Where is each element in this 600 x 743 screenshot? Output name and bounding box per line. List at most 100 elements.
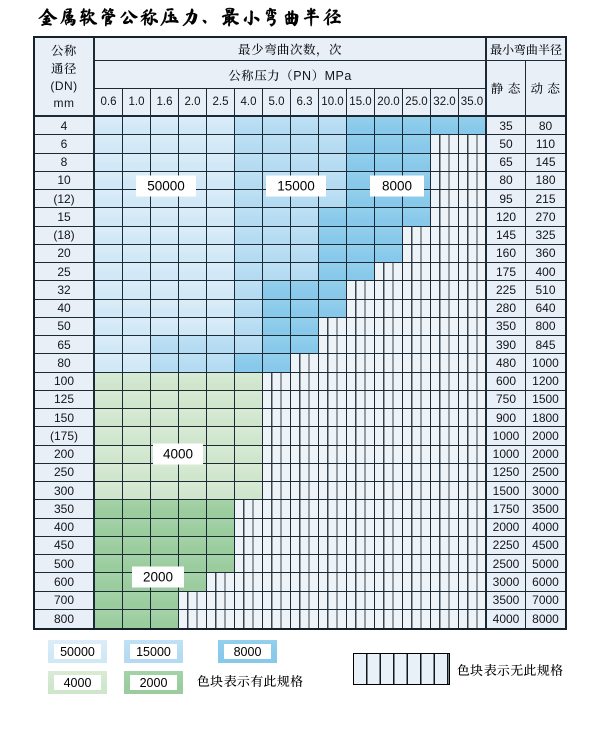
cycle-count-label: 8000 (370, 175, 424, 197)
spec-cell (263, 299, 291, 318)
spec-cell (179, 336, 207, 355)
spec-cell (459, 372, 487, 391)
spec-cell (179, 463, 207, 482)
static-radius-cell: 65 (487, 153, 526, 172)
spec-cell (263, 555, 291, 574)
static-radius-cell: 160 (487, 244, 526, 263)
spec-cell (375, 518, 403, 537)
spec-cell (151, 226, 179, 245)
static-radius-cell: 120 (487, 208, 526, 227)
page-title: 金属软管公称压力、最小弯曲半径 (38, 8, 343, 28)
spec-cell (375, 573, 403, 592)
spec-cell (263, 445, 291, 464)
spec-cell (347, 555, 375, 574)
spec-cell (151, 463, 179, 482)
spec-cell (319, 135, 347, 154)
dn-cell: (175) (35, 427, 95, 446)
dn-header-line: (DN) (50, 78, 78, 93)
spec-cell (95, 208, 123, 227)
spec-cell (319, 482, 347, 501)
spec-cell (263, 135, 291, 154)
spec-cell (403, 372, 431, 391)
spec-cell (235, 244, 263, 263)
static-radius-cell: 480 (487, 354, 526, 373)
spec-cell (95, 500, 123, 519)
spec-cell (291, 591, 319, 610)
spec-cell (263, 482, 291, 501)
spec-cell (95, 591, 123, 610)
spec-cell (459, 226, 487, 245)
spec-cell (235, 190, 263, 209)
dynamic-radius-cell: 3000 (526, 482, 565, 501)
spec-cell (207, 263, 235, 282)
dynamic-radius-cell: 5000 (526, 555, 565, 574)
spec-cell (431, 609, 459, 628)
spec-cell (347, 427, 375, 446)
spec-cell (235, 117, 263, 136)
spec-cell (431, 208, 459, 227)
spec-cell (347, 190, 375, 209)
spec-cell (459, 609, 487, 628)
spec-cell (235, 536, 263, 555)
spec-cell (347, 573, 375, 592)
spec-cell (235, 591, 263, 610)
spec-cell (123, 409, 151, 428)
spec-cell (431, 317, 459, 336)
spec-cell (403, 536, 431, 555)
spec-cell (95, 518, 123, 537)
spec-cell (347, 208, 375, 227)
spec-cell (347, 536, 375, 555)
spec-cell (207, 409, 235, 428)
spec-cell (459, 117, 487, 136)
spec-cell (291, 573, 319, 592)
spec-cell (235, 445, 263, 464)
spec-cell (431, 153, 459, 172)
spec-cell (263, 427, 291, 446)
static-radius-cell: 2500 (487, 555, 526, 574)
legend-swatch-15000: 15000 (124, 640, 183, 663)
pressure-col-header: 25.0 (403, 89, 431, 117)
spec-cell (179, 609, 207, 628)
spec-cell (347, 518, 375, 537)
spec-cell (235, 336, 263, 355)
spec-cell (431, 573, 459, 592)
spec-cell (319, 171, 347, 190)
spec-cell (95, 263, 123, 282)
spec-cell (263, 244, 291, 263)
spec-cell (151, 153, 179, 172)
spec-cell (403, 591, 431, 610)
spec-cell (95, 427, 123, 446)
spec-cell (95, 536, 123, 555)
spec-cell (123, 518, 151, 537)
spec-cell (179, 153, 207, 172)
spec-cell (123, 536, 151, 555)
spec-cell (319, 445, 347, 464)
hose-spec-table: 公称 通径 (DN) mm 最少弯曲次数，次 最小弯曲半径 公称压力（PN）MPa 静 态动 … (33, 36, 567, 630)
spec-cell (95, 153, 123, 172)
spec-cell (291, 135, 319, 154)
spec-cell (403, 135, 431, 154)
spec-cell (95, 390, 123, 409)
spec-cell (263, 153, 291, 172)
pressure-col-header: 1.6 (151, 89, 179, 117)
dynamic-radius-cell: 1500 (526, 390, 565, 409)
spec-cell (291, 536, 319, 555)
spec-cell (235, 226, 263, 245)
spec-cell (151, 336, 179, 355)
spec-cell (459, 482, 487, 501)
spec-cell (319, 153, 347, 172)
cycle-count-label: 15000 (266, 175, 326, 197)
spec-cell (151, 244, 179, 263)
spec-cell (207, 135, 235, 154)
spec-cell (207, 117, 235, 136)
spec-cell (263, 609, 291, 628)
spec-cell (347, 317, 375, 336)
spec-cell (123, 299, 151, 318)
static-radius-cell: 1250 (487, 463, 526, 482)
spec-cell (375, 463, 403, 482)
spec-cell (403, 445, 431, 464)
spec-cell (207, 354, 235, 373)
spec-cell (459, 336, 487, 355)
static-radius-cell: 50 (487, 135, 526, 154)
spec-cell (123, 336, 151, 355)
